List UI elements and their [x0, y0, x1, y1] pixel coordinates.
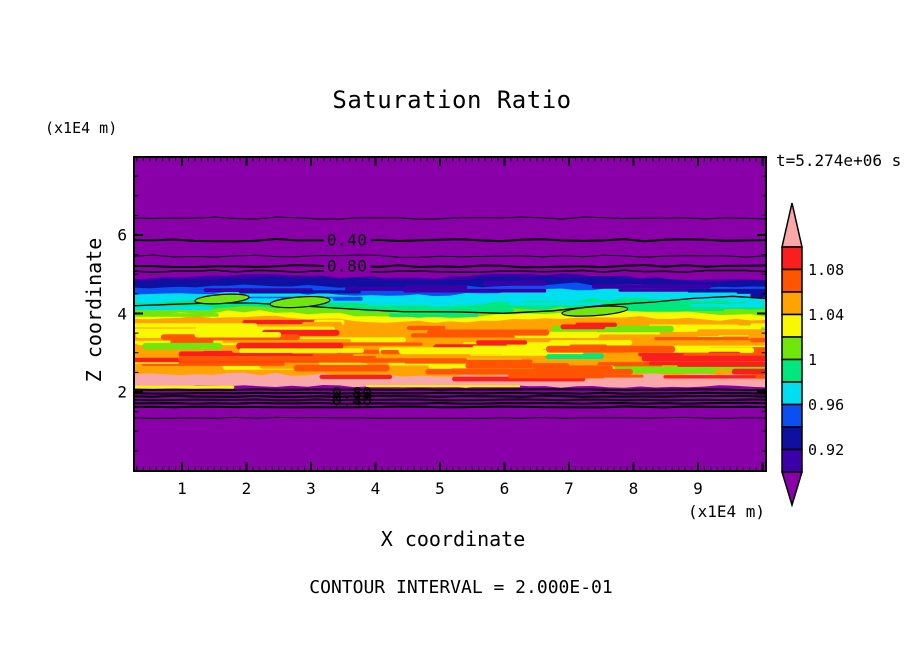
colorbar-label: 0.92 — [808, 440, 845, 459]
contour-label: 0.80 — [323, 256, 371, 276]
x-axis-title: X coordinate — [380, 527, 526, 551]
x-tick-label: 2 — [241, 479, 252, 498]
texture-streaks — [134, 280, 766, 389]
contour-label: 0.80 — [332, 383, 373, 403]
z-axis-unit-label: (x1E4 m) — [45, 119, 118, 137]
x-axis-unit-label: (x1E4 m) — [688, 502, 766, 521]
colorbar-cell — [781, 403, 803, 428]
contour-interval-note: CONTOUR INTERVAL = 2.000E-01 — [309, 577, 613, 598]
colorbar — [780, 202, 804, 508]
colorbar-label: 0.96 — [808, 395, 845, 414]
colorbar-cell — [781, 336, 803, 361]
colorbar-cell — [781, 268, 803, 293]
contour-plot-canvas — [133, 156, 767, 472]
contour-label: 0.40 — [332, 390, 373, 410]
x-tick-label: 7 — [564, 479, 574, 498]
z-tick-label: 4 — [117, 304, 127, 323]
colorbar-label: 1.08 — [808, 260, 845, 279]
colorbar-label: 1.04 — [808, 305, 845, 324]
z-tick-label: 2 — [117, 382, 127, 402]
x-tick-label: 8 — [628, 479, 639, 498]
z-tick-label: 6 — [117, 225, 127, 245]
contour-label: 0.40 — [323, 230, 371, 250]
x-tick-label: 3 — [306, 479, 316, 498]
x-tick-label: 6 — [499, 479, 510, 498]
x-tick-label: 5 — [435, 479, 445, 498]
plot-frame — [133, 156, 767, 472]
colorbar-label: 1 — [808, 350, 818, 369]
colorbar-over-arrow — [781, 202, 803, 248]
colorbar-cell — [781, 246, 803, 271]
x-tick-label: 9 — [693, 479, 703, 498]
colorbar-under-arrow — [780, 471, 804, 508]
colorbar-cell — [781, 426, 803, 451]
plot-content — [134, 157, 766, 471]
x-tick-label: 4 — [370, 479, 381, 498]
plot-title: Saturation Ratio — [332, 86, 572, 114]
contour-lines — [134, 216, 766, 419]
closed-contour — [194, 293, 250, 305]
colorbar-cell — [781, 358, 803, 383]
colorbar-cell — [781, 381, 803, 406]
z-axis-title: Z coordinate — [82, 237, 106, 383]
x-tick-label: 1 — [177, 479, 187, 498]
time-annotation: t=5.274e+06 s — [776, 151, 902, 170]
colorbar-cell — [781, 313, 803, 338]
colorbar-cell — [781, 448, 803, 473]
closed-contour — [269, 295, 331, 309]
colorbar-cell — [781, 291, 803, 316]
closed-contour — [561, 305, 629, 317]
